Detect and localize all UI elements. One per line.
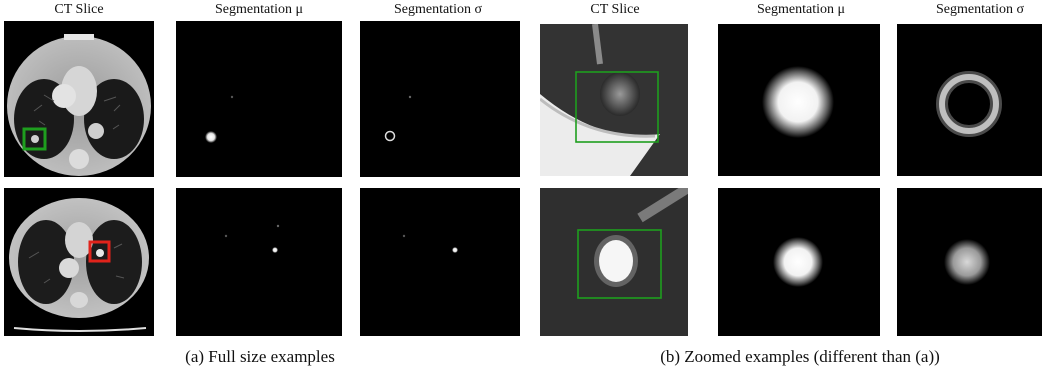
header-b-segmentation-mu: Segmentation μ (757, 2, 845, 17)
ct-slice-zoomed-row2 (540, 188, 688, 336)
ct-slice-zoomed-row1 (540, 24, 688, 176)
caption-full-size: (a) Full size examples (185, 347, 335, 366)
header-b-ct-slice: CT Slice (590, 2, 640, 17)
caption-zoomed: (b) Zoomed examples (different than (a)) (660, 347, 940, 366)
header-a-ct-slice: CT Slice (54, 2, 104, 17)
segmentation-mu-zoomed-row2 (718, 188, 880, 336)
header-b-segmentation-sigma: Segmentation σ (935, 2, 1025, 17)
segmentation-mu-full-row2 (176, 188, 342, 336)
header-a-segmentation-sigma: Segmentation σ (393, 2, 483, 17)
segmentation-sigma-full-row2 (360, 188, 520, 336)
segmentation-sigma-full-row1 (360, 21, 520, 177)
header-a-segmentation-mu: Segmentation μ (215, 2, 303, 17)
segmentation-mu-full-row1 (176, 21, 342, 177)
segmentation-sigma-zoomed-row1 (897, 24, 1042, 176)
segmentation-mu-zoomed-row1 (718, 24, 880, 176)
ct-slice-full-row1 (4, 21, 154, 177)
segmentation-sigma-zoomed-row2 (897, 188, 1042, 336)
ct-slice-full-row2 (4, 188, 154, 336)
